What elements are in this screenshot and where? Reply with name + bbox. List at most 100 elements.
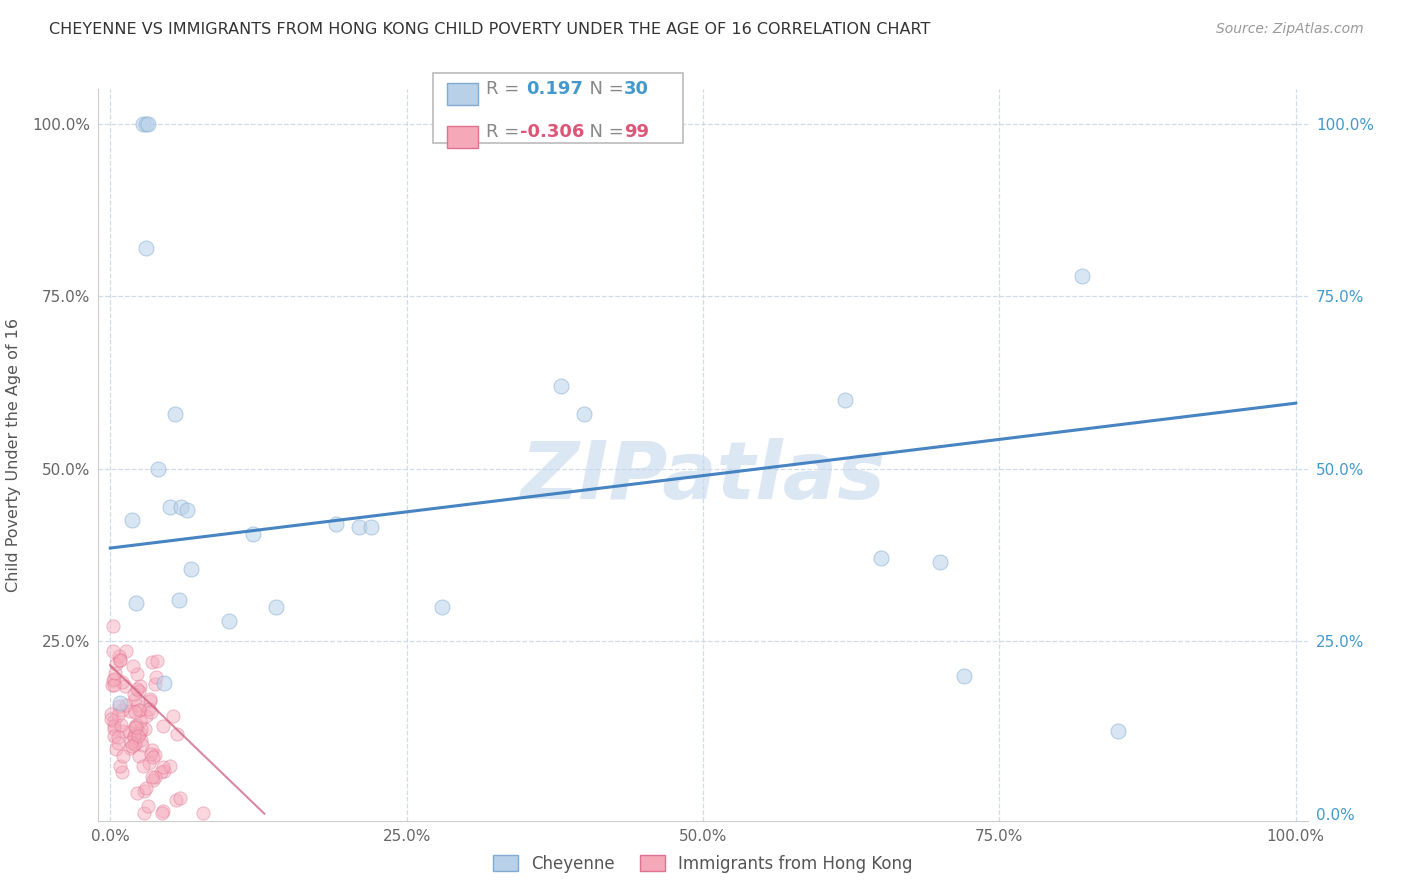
Point xyxy=(142,772,165,787)
Point xyxy=(165,793,187,807)
Point xyxy=(1107,723,1129,738)
Point xyxy=(103,723,125,737)
Text: 30: 30 xyxy=(624,80,650,98)
Point xyxy=(115,698,138,712)
Point xyxy=(869,551,891,566)
Point xyxy=(101,619,124,633)
Point xyxy=(100,707,122,722)
Point xyxy=(124,705,146,719)
Point xyxy=(132,117,155,131)
Point xyxy=(264,599,287,614)
Point xyxy=(118,704,141,718)
Point xyxy=(111,703,134,717)
Point xyxy=(162,709,184,723)
Point xyxy=(360,520,382,534)
Point xyxy=(146,654,169,668)
Point xyxy=(111,764,134,779)
Point xyxy=(118,724,141,739)
Point xyxy=(125,698,148,713)
Point xyxy=(108,758,131,772)
Point xyxy=(143,770,166,784)
Point xyxy=(193,805,215,820)
Point xyxy=(107,730,129,744)
Point xyxy=(135,709,157,723)
Point xyxy=(135,780,157,795)
Point xyxy=(149,764,172,779)
Point xyxy=(108,653,131,667)
Point xyxy=(111,724,134,739)
Point xyxy=(347,520,370,534)
Point xyxy=(128,684,150,698)
Point xyxy=(122,659,145,673)
Text: R =: R = xyxy=(486,80,526,98)
Point xyxy=(129,733,152,747)
Point xyxy=(122,687,145,701)
Point xyxy=(141,743,163,757)
Point xyxy=(100,712,122,726)
Point xyxy=(125,682,148,697)
Point xyxy=(165,407,187,421)
Point xyxy=(141,655,163,669)
Point xyxy=(242,527,264,541)
Point xyxy=(134,805,156,820)
Point xyxy=(142,749,165,764)
Point xyxy=(108,696,131,710)
Point xyxy=(129,723,152,737)
Point xyxy=(112,749,135,764)
Point xyxy=(104,657,127,672)
Point xyxy=(129,679,152,693)
Point xyxy=(152,804,174,818)
Point xyxy=(166,727,188,741)
Point xyxy=(120,735,142,749)
Point xyxy=(135,241,157,255)
Point xyxy=(145,748,167,763)
Text: CHEYENNE VS IMMIGRANTS FROM HONG KONG CHILD POVERTY UNDER THE AGE OF 16 CORRELAT: CHEYENNE VS IMMIGRANTS FROM HONG KONG CH… xyxy=(49,22,931,37)
Point xyxy=(111,674,134,689)
Point xyxy=(167,592,190,607)
Point xyxy=(121,513,143,527)
Point xyxy=(125,596,148,610)
Text: ZIPatlas: ZIPatlas xyxy=(520,438,886,516)
Point xyxy=(103,714,125,728)
Point xyxy=(103,673,125,688)
Point xyxy=(103,677,125,691)
Point xyxy=(125,717,148,731)
Point xyxy=(952,669,974,683)
Point xyxy=(124,720,146,734)
Point xyxy=(127,786,149,800)
Point xyxy=(432,599,454,614)
Point xyxy=(110,718,132,732)
Point xyxy=(152,718,174,732)
Point xyxy=(145,677,167,691)
Point xyxy=(139,694,162,708)
Point xyxy=(152,675,174,690)
Point xyxy=(122,730,145,744)
Point xyxy=(128,748,150,763)
Point xyxy=(159,500,181,514)
Point xyxy=(139,705,162,719)
Point xyxy=(125,727,148,741)
Point xyxy=(107,736,129,750)
Text: N =: N = xyxy=(578,123,630,141)
Point xyxy=(127,730,149,744)
Text: N =: N = xyxy=(578,80,630,98)
Point xyxy=(325,516,347,531)
Point xyxy=(131,738,153,752)
Point xyxy=(218,614,240,628)
Point xyxy=(122,737,145,751)
Point xyxy=(169,790,191,805)
Point xyxy=(128,703,150,717)
Point xyxy=(134,722,156,736)
Point xyxy=(929,555,952,569)
Text: R =: R = xyxy=(486,123,526,141)
Point xyxy=(550,379,572,393)
Point xyxy=(108,653,131,667)
Point xyxy=(180,562,202,576)
Point xyxy=(138,702,160,716)
Point xyxy=(132,759,155,773)
Point xyxy=(141,770,163,784)
Point xyxy=(150,805,173,820)
Point xyxy=(105,742,128,756)
Point xyxy=(145,670,167,684)
Point xyxy=(114,679,136,693)
